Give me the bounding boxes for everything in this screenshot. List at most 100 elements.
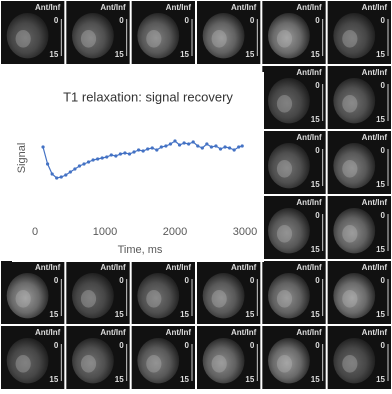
thumbnail: Ant/Inf 0 15: [262, 261, 326, 324]
scale-top: 0: [381, 81, 386, 90]
scale-top: 0: [315, 341, 320, 350]
thumbnail: Ant/Inf 0 15: [262, 1, 326, 64]
brain-detail: [80, 29, 97, 48]
brain-image: [72, 272, 114, 319]
brain-image: [268, 337, 310, 384]
thumbnail: Ant/Inf 0 15: [1, 261, 65, 324]
brain-image: [333, 77, 376, 124]
thumbnail-label: Ant/Inf: [35, 263, 61, 272]
scale-bottom: 15: [311, 245, 320, 254]
brain-detail: [342, 224, 358, 243]
scale-top: 0: [54, 16, 59, 25]
data-point: [237, 145, 241, 149]
thumbnail: Ant/Inf 0 15: [66, 326, 130, 389]
thumbnail-label: Ant/Inf: [231, 328, 257, 337]
thumbnail-label: Ant/Inf: [362, 3, 388, 12]
data-point: [64, 173, 68, 177]
thumbnail: Ant/Inf 0 15: [327, 326, 391, 389]
thumbnail: Ant/Inf 0 15: [327, 196, 391, 259]
thumbnail: Ant/Inf 0 15: [262, 66, 326, 129]
brain-detail: [211, 29, 227, 48]
brain-image: [72, 12, 114, 59]
scale-bottom: 15: [115, 375, 124, 384]
thumbnail-label: Ant/Inf: [100, 3, 126, 12]
thumbnail: Ant/Inf 0 15: [131, 261, 195, 324]
thumbnail: Ant/Inf 0 15: [262, 196, 326, 259]
brain-detail: [80, 354, 97, 373]
data-point: [214, 144, 218, 148]
brain-detail: [276, 94, 293, 113]
thumbnail: Ant/Inf 0 15: [1, 326, 65, 389]
scale-top: 0: [185, 341, 190, 350]
brain-image: [137, 337, 180, 384]
data-point: [91, 158, 95, 162]
brain-detail: [276, 354, 293, 373]
thumbnail: Ant/Inf 0 15: [131, 1, 195, 64]
data-point: [105, 155, 109, 159]
brain-detail: [211, 289, 227, 308]
data-point: [182, 141, 186, 145]
data-point: [68, 170, 72, 174]
data-point: [232, 148, 236, 152]
thumbnail-label: Ant/Inf: [100, 328, 126, 337]
thumbnail: Ant/Inf 0 15: [131, 326, 195, 389]
brain-detail: [276, 289, 293, 308]
thumbnail-label: Ant/Inf: [296, 198, 322, 207]
x-tick-label: 2000: [163, 226, 187, 238]
brain-detail: [342, 354, 358, 373]
brain-detail: [15, 289, 31, 308]
brain-image: [72, 337, 114, 384]
brain-image: [202, 272, 245, 319]
data-point: [109, 153, 113, 157]
thumbnail-label: Ant/Inf: [35, 3, 61, 12]
data-point: [127, 152, 132, 156]
brain-image: [268, 77, 310, 124]
scale-bottom: 15: [245, 310, 254, 319]
brain-image: [268, 272, 310, 319]
scale-top: 0: [381, 341, 386, 350]
data-point: [50, 172, 54, 176]
data-point: [77, 164, 82, 168]
data-point: [100, 156, 104, 160]
data-point: [159, 145, 163, 149]
data-point: [46, 162, 50, 166]
thumbnail-label: Ant/Inf: [296, 3, 322, 12]
x-tick-label: 0: [32, 226, 38, 238]
scale-bottom: 15: [311, 180, 320, 189]
scale-bottom: 15: [180, 310, 189, 319]
data-point: [218, 147, 223, 151]
scale-top: 0: [250, 16, 255, 25]
data-point: [173, 139, 177, 143]
data-point: [141, 149, 145, 153]
scale-bottom: 15: [376, 50, 385, 59]
data-point: [209, 145, 213, 149]
data-point: [73, 167, 77, 171]
scale-top: 0: [250, 341, 255, 350]
data-point: [155, 148, 159, 152]
chart-panel: [12, 72, 264, 262]
brain-image: [268, 12, 310, 59]
data-point: [223, 145, 227, 149]
brain-image: [6, 337, 49, 384]
brain-image: [333, 207, 376, 254]
scale-top: 0: [381, 146, 386, 155]
thumbnail-label: Ant/Inf: [296, 328, 322, 337]
thumbnail: Ant/Inf 0 15: [66, 261, 130, 324]
thumbnail-label: Ant/Inf: [296, 68, 322, 77]
thumbnail-label: Ant/Inf: [166, 3, 192, 12]
thumbnail: Ant/Inf 0 15: [197, 326, 261, 389]
data-point: [123, 151, 127, 155]
scale-top: 0: [185, 276, 190, 285]
scale-top: 0: [381, 276, 386, 285]
brain-image: [137, 272, 180, 319]
brain-image: [333, 337, 376, 384]
data-point: [146, 147, 150, 151]
data-point: [59, 175, 63, 179]
data-point: [86, 160, 91, 164]
brain-detail: [276, 29, 293, 48]
scale-bottom: 15: [49, 310, 58, 319]
brain-detail: [15, 29, 31, 48]
scale-bottom: 15: [245, 375, 254, 384]
thumbnail: Ant/Inf 0 15: [327, 66, 391, 129]
thumbnail: Ant/Inf 0 15: [262, 131, 326, 194]
